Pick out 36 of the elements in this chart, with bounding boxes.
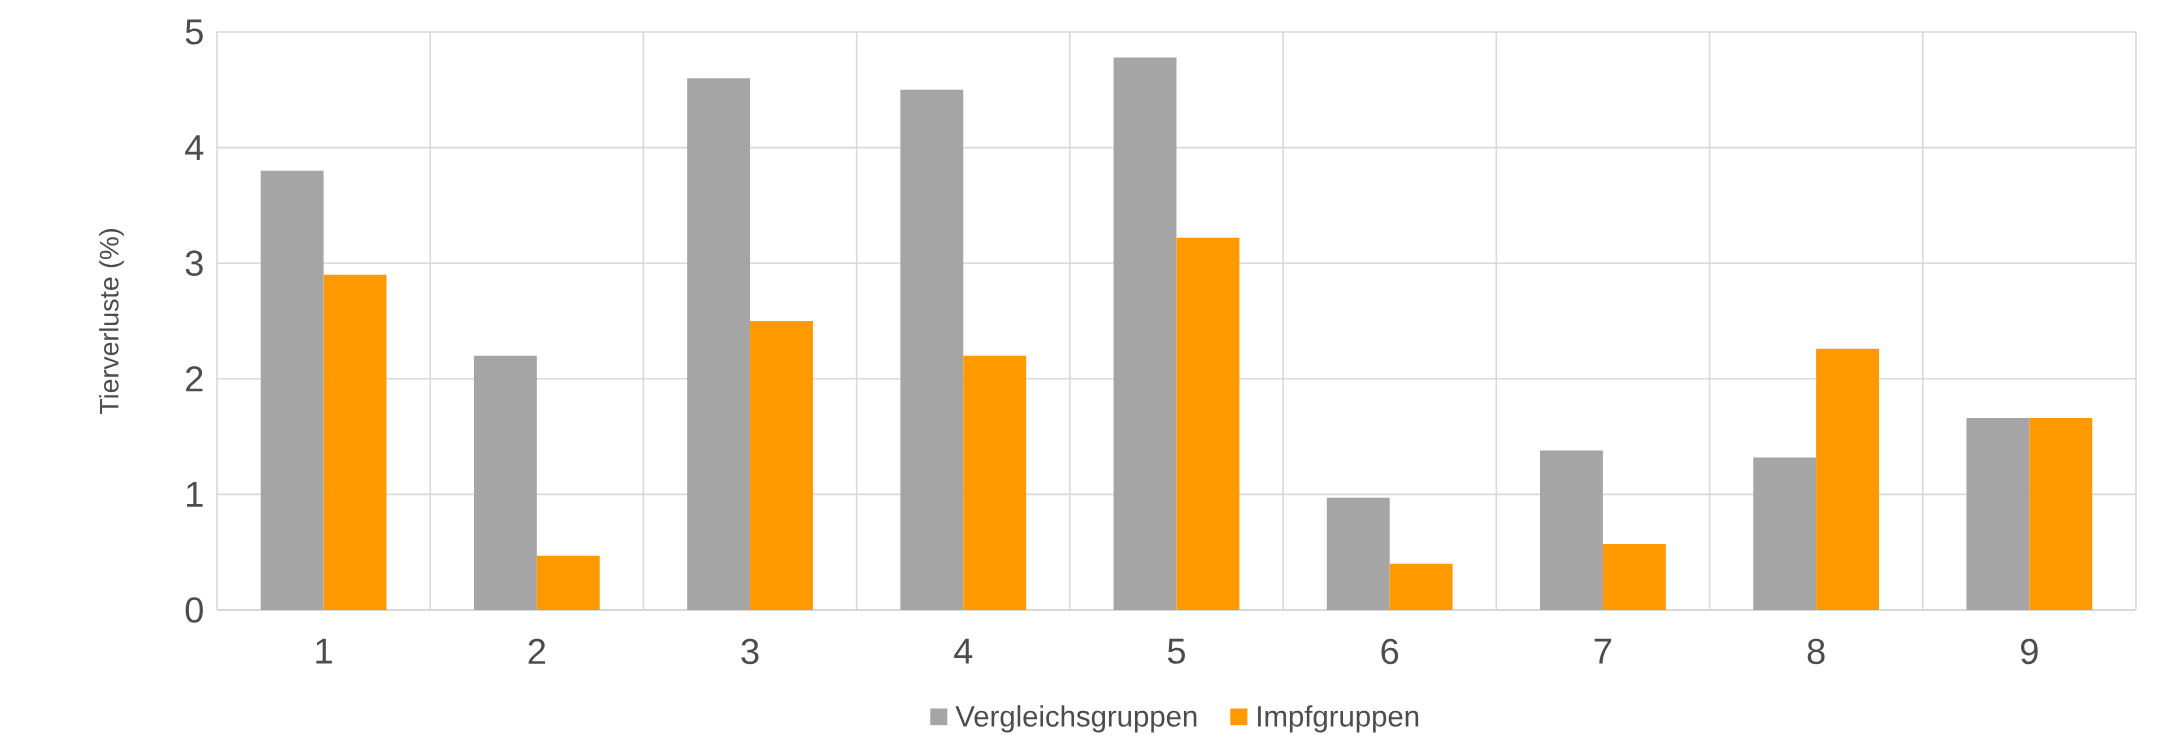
x-tick-label: 3 (741, 638, 759, 665)
bar (1966, 418, 2030, 610)
x-tick-label: 8 (1807, 638, 1825, 665)
y-tick-label: 0 (185, 597, 203, 623)
bar (2029, 418, 2093, 610)
bar (1816, 348, 1880, 610)
y-tick-label: 3 (185, 250, 203, 276)
bar (473, 355, 537, 610)
legend-label: Impfgruppen (1258, 705, 1419, 733)
y-tick-label: 1 (187, 482, 203, 507)
bar (1602, 544, 1666, 610)
bar (1326, 497, 1390, 610)
bar (323, 274, 387, 610)
y-tick-label: 2 (186, 366, 203, 392)
bar (260, 170, 324, 610)
bar (1176, 237, 1240, 610)
bar (1113, 57, 1177, 610)
x-tick-label: 5 (1167, 638, 1185, 664)
x-tick-label: 7 (1594, 638, 1612, 664)
bar (900, 89, 964, 610)
bar (1540, 450, 1603, 610)
x-tick-label: 9 (2021, 638, 2038, 665)
x-tick-label: 1 (316, 638, 332, 664)
bar (963, 355, 1027, 610)
bar (687, 78, 751, 610)
bar (1389, 563, 1453, 610)
bar (750, 321, 813, 610)
bar (1753, 457, 1817, 610)
y-tick-label: 4 (185, 135, 204, 160)
x-tick-label: 4 (954, 638, 973, 664)
x-tick-label: 6 (1381, 638, 1399, 665)
legend-label: Vergleichsgruppen (955, 705, 1197, 733)
y-tick-label: 5 (185, 19, 203, 45)
bar (536, 555, 600, 610)
y-axis-title: Tierverluste (%) (99, 229, 124, 414)
x-tick-label: 2 (528, 638, 546, 664)
